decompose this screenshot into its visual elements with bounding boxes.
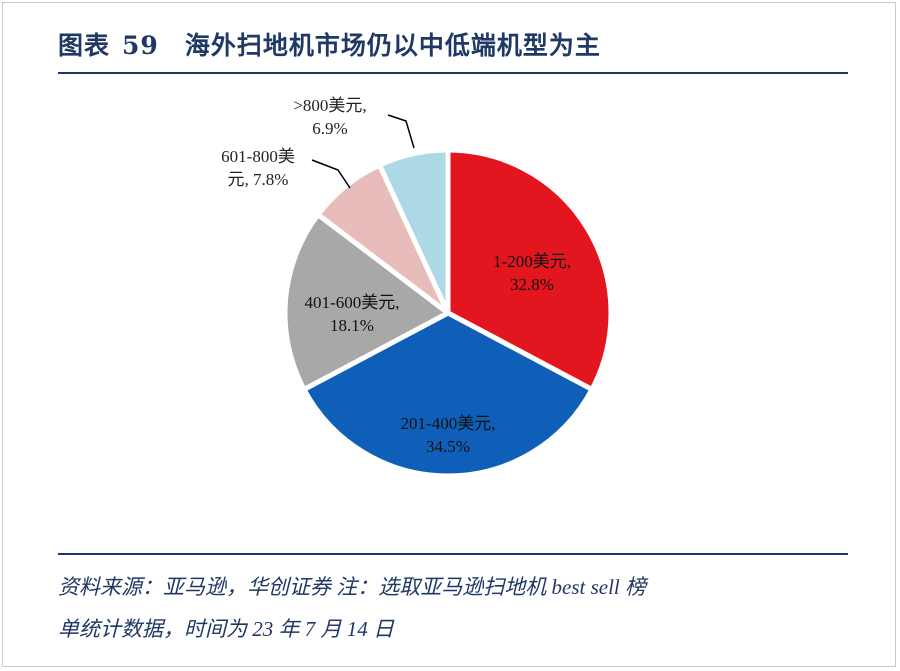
figure-number: 59 xyxy=(122,31,159,60)
pie-slices xyxy=(282,147,614,479)
source-note: 资料来源：亚马逊，华创证券 注：选取亚马逊扫地机 best sell 榜 单统计… xyxy=(58,566,853,650)
slice-label-3: 401-600美元, 18.1% xyxy=(305,293,400,335)
slice-label-2: 201-400美元, 34.5% xyxy=(401,414,496,456)
leader-lines xyxy=(311,114,415,189)
slice-labels: 1-200美元, 32.8% 201-400美元, 34.5% 401-600美元, 18… xyxy=(221,96,571,456)
source-note-line1: 资料来源：亚马逊，华创证券 注：选取亚马逊扫地机 best sell 榜 xyxy=(58,575,646,599)
footer-divider xyxy=(58,553,848,555)
figure-title: 图表 59 海外扫地机市场仍以中低端机型为主 xyxy=(58,26,848,62)
source-note-line2: 单统计数据，时间为 23 年 7 月 14 日 xyxy=(58,617,394,641)
figure-title-text: 海外扫地机市场仍以中低端机型为主 xyxy=(184,31,601,60)
slice-label-4: 601-800美元, 7.8% xyxy=(221,147,295,189)
leader-line-4 xyxy=(311,159,351,189)
pie-slice-3 xyxy=(282,212,451,392)
leader-line-5 xyxy=(387,114,415,149)
slice-label-5: >800美元, 6.9% xyxy=(293,96,366,138)
slice-label-1: 1-200美元, 32.8% xyxy=(493,252,571,294)
figure-label: 图表 xyxy=(58,31,111,60)
title-divider xyxy=(58,72,848,74)
pie-slice-5 xyxy=(377,147,451,316)
pie-slice-1 xyxy=(445,147,614,392)
